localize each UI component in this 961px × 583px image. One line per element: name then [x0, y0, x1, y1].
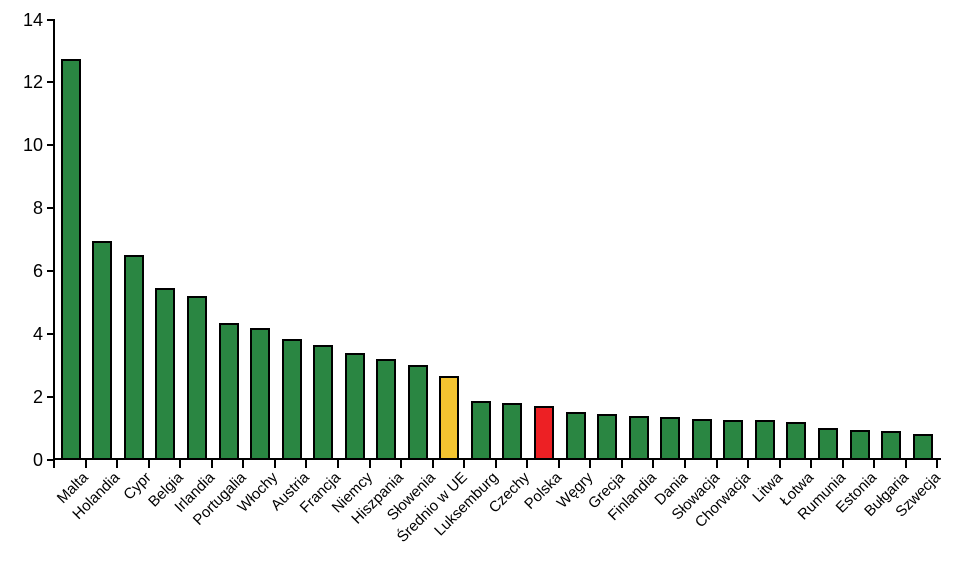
bar — [912, 434, 933, 460]
x-tick-mark — [84, 460, 87, 468]
x-tick-mark — [494, 460, 497, 468]
x-tick-mark — [526, 460, 529, 468]
bar — [155, 288, 176, 460]
x-tick-mark — [336, 460, 339, 468]
y-tick-mark — [47, 144, 54, 147]
x-tick-mark — [273, 460, 276, 468]
x-tick-mark — [589, 460, 592, 468]
bar — [817, 428, 838, 460]
y-tick-mark — [47, 458, 54, 461]
x-tick-mark — [400, 460, 403, 468]
x-tick-mark — [810, 460, 813, 468]
x-tick-mark — [431, 460, 434, 468]
x-tick-mark — [557, 460, 560, 468]
bar — [439, 376, 460, 460]
y-axis-label: 4 — [32, 323, 43, 344]
bar — [534, 406, 555, 460]
y-tick-mark — [47, 269, 54, 272]
y-axis-label: 0 — [32, 449, 43, 470]
bar — [786, 421, 807, 460]
bar — [754, 420, 775, 460]
x-tick-mark — [179, 460, 182, 468]
x-axis-line — [53, 458, 942, 460]
x-tick-mark — [210, 460, 213, 468]
y-axis-label: 10 — [22, 135, 43, 156]
bar — [407, 365, 428, 460]
bar — [313, 344, 334, 460]
bar — [186, 296, 207, 460]
bar — [849, 429, 870, 460]
y-tick-mark — [47, 81, 54, 84]
x-tick-mark — [936, 460, 939, 468]
x-tick-mark — [368, 460, 371, 468]
x-tick-mark — [620, 460, 623, 468]
x-tick-mark — [904, 460, 907, 468]
bar — [470, 401, 491, 460]
bar — [628, 415, 649, 460]
x-tick-mark — [841, 460, 844, 468]
x-tick-mark — [778, 460, 781, 468]
y-tick-mark — [47, 207, 54, 210]
bar — [218, 322, 239, 460]
x-tick-mark — [873, 460, 876, 468]
x-tick-mark — [463, 460, 466, 468]
x-tick-mark — [684, 460, 686, 468]
x-tick-mark — [242, 460, 245, 468]
x-tick-mark — [305, 460, 308, 468]
y-axis-label: 12 — [22, 72, 43, 93]
x-tick-mark — [147, 460, 150, 468]
bar — [281, 338, 302, 460]
bar — [597, 413, 618, 460]
bar — [60, 58, 81, 460]
x-tick-mark — [53, 460, 55, 468]
bar — [92, 241, 113, 460]
bar — [376, 358, 397, 460]
x-tick-mark — [747, 460, 750, 468]
bar — [502, 402, 523, 460]
bar — [344, 352, 365, 460]
y-tick-mark — [47, 18, 54, 21]
y-axis-label: 14 — [22, 9, 43, 30]
y-axis-label: 8 — [32, 198, 43, 219]
bar — [250, 327, 271, 460]
bar — [723, 420, 744, 460]
x-tick-mark — [652, 460, 655, 468]
bar — [691, 418, 712, 460]
y-axis-label: 2 — [32, 386, 43, 407]
y-axis-label: 6 — [32, 260, 43, 281]
y-axis-line — [53, 19, 55, 461]
bar — [565, 412, 586, 460]
x-tick-mark — [715, 460, 718, 468]
x-tick-mark — [116, 460, 119, 468]
bar — [123, 255, 144, 460]
bar — [881, 431, 902, 460]
y-tick-mark — [47, 395, 54, 398]
bar — [660, 417, 681, 460]
y-tick-mark — [47, 332, 54, 335]
